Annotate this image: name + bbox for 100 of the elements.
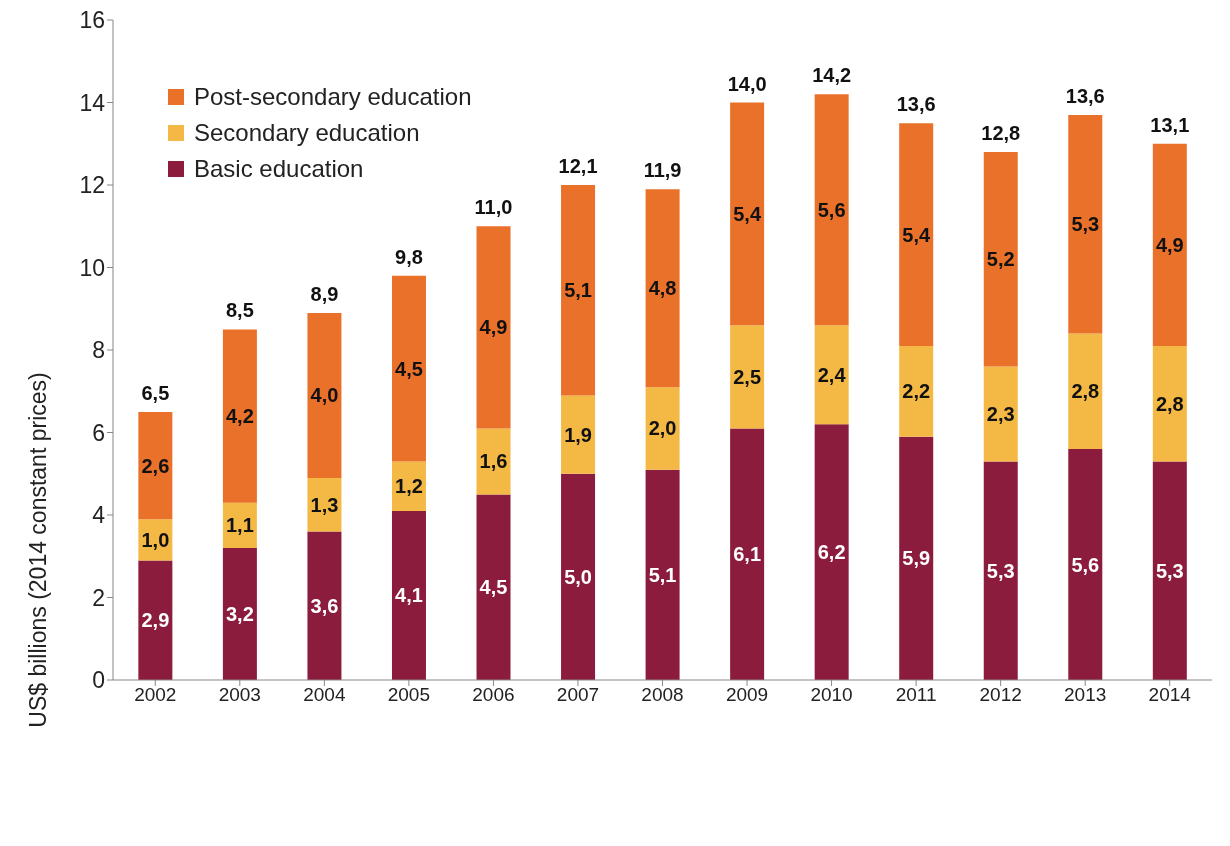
bar — [730, 102, 765, 326]
data-label: 4,5 — [479, 576, 508, 599]
data-label: 1,9 — [564, 423, 592, 446]
bar — [814, 325, 849, 425]
bar — [307, 531, 342, 680]
data-label: 5,0 — [564, 565, 592, 588]
data-label: 5,6 — [817, 198, 846, 221]
data-label: 5,9 — [902, 547, 931, 570]
bar — [561, 473, 596, 680]
data-label: 2,8 — [1155, 392, 1184, 415]
bar — [1068, 333, 1103, 449]
data-label: 5,4 — [902, 223, 931, 246]
data-label: 4,9 — [479, 316, 508, 339]
total-label: 11,0 — [474, 196, 513, 219]
bar — [645, 189, 680, 388]
x-tick-label: 2002 — [134, 684, 177, 706]
y-tick-label: 4 — [92, 502, 106, 529]
data-label: 2,6 — [141, 454, 170, 477]
data-label: 3,6 — [310, 594, 339, 617]
bar — [899, 123, 934, 346]
data-label: 5,6 — [1071, 553, 1100, 576]
bar — [730, 325, 765, 429]
x-tick-label: 2003 — [218, 684, 261, 706]
x-tick-label: 2008 — [641, 684, 684, 706]
bar — [730, 428, 765, 680]
y-tick-label: 2 — [92, 584, 105, 611]
bar — [1152, 143, 1187, 346]
bar — [561, 185, 596, 396]
bar — [476, 494, 511, 680]
total-label: 14,2 — [812, 64, 852, 87]
bar — [561, 395, 596, 474]
total-label: 13,1 — [1150, 113, 1190, 136]
total-label: 12,8 — [981, 122, 1021, 144]
y-tick-label: 12 — [79, 172, 105, 199]
data-label: 2,9 — [141, 609, 170, 632]
bar — [1068, 449, 1103, 680]
total-label: 8,9 — [310, 282, 339, 305]
bar — [1152, 461, 1187, 680]
total-label: 9,8 — [395, 245, 423, 268]
total-label: 12,1 — [558, 155, 598, 177]
data-label: 5,3 — [1071, 213, 1100, 236]
y-tick-label: 10 — [79, 254, 105, 281]
y-tick-label: 6 — [92, 419, 105, 446]
bar — [899, 436, 934, 680]
data-label: 5,3 — [1155, 559, 1184, 582]
total-label: 13,6 — [896, 93, 936, 116]
data-label: 6,2 — [817, 541, 846, 564]
bar — [307, 312, 342, 478]
y-axis-title: US$ billions (2014 constant prices) — [25, 372, 52, 728]
data-label: 5,1 — [648, 563, 677, 586]
data-label: 1,3 — [310, 493, 339, 516]
x-tick-label: 2011 — [895, 684, 937, 706]
y-tick-label: 0 — [92, 667, 105, 694]
bar — [476, 428, 511, 495]
y-tick-label: 8 — [92, 337, 105, 364]
data-label: 1,1 — [225, 514, 254, 537]
bar — [391, 510, 426, 680]
legend-label: Post-secondary education — [194, 83, 472, 111]
data-label: 3,2 — [225, 603, 254, 625]
legend-label: Basic education — [194, 155, 364, 183]
bar — [899, 345, 934, 437]
data-label: 5,2 — [986, 248, 1015, 271]
total-label: 13,6 — [1065, 84, 1105, 107]
bar — [814, 424, 849, 680]
bar — [983, 366, 1018, 462]
bar — [222, 329, 257, 503]
x-tick-label: 2010 — [810, 684, 853, 706]
bar — [138, 411, 173, 520]
data-label: 1,0 — [141, 528, 170, 551]
bar — [307, 477, 342, 532]
bar — [814, 94, 849, 326]
bar — [138, 560, 173, 680]
bar — [645, 387, 680, 470]
total-label: 14,0 — [727, 72, 767, 95]
x-tick-label: 2014 — [1148, 684, 1192, 706]
x-tick-label: 2004 — [303, 684, 346, 706]
y-tick-label: 14 — [79, 89, 106, 116]
bar — [1068, 114, 1103, 334]
x-tick-label: 2005 — [387, 684, 431, 706]
data-label: 2,5 — [733, 365, 762, 388]
data-label: 1,2 — [395, 475, 423, 498]
total-label: 11,9 — [643, 159, 682, 182]
x-tick-label: 2013 — [1064, 684, 1107, 706]
x-tick-label: 2007 — [556, 684, 600, 706]
data-label: 5,4 — [733, 202, 762, 225]
total-label: 8,5 — [225, 299, 254, 322]
y-tick-label: 16 — [79, 7, 105, 34]
x-tick-label: 2009 — [725, 684, 769, 706]
bar — [391, 275, 426, 462]
total-label: 6,5 — [141, 381, 170, 404]
data-label: 5,1 — [564, 279, 592, 302]
data-label: 2,4 — [817, 363, 847, 386]
data-label: 2,0 — [648, 417, 677, 440]
data-label: 4,0 — [310, 384, 339, 407]
data-label: 5,3 — [986, 559, 1015, 582]
bar — [476, 226, 511, 429]
bar — [1152, 345, 1187, 462]
x-tick-label: 2012 — [979, 684, 1022, 706]
data-label: 2,2 — [902, 380, 931, 403]
data-label: 4,1 — [395, 584, 423, 607]
